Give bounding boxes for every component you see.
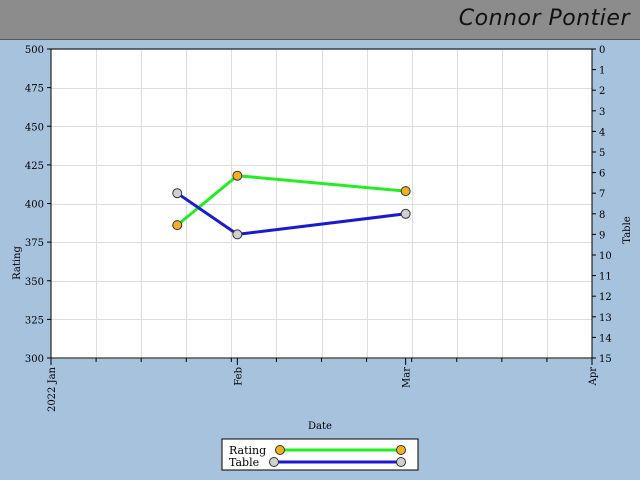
data-point-table: [172, 188, 183, 199]
x-axis-label: Date: [308, 421, 332, 432]
right-tick-label: 10: [599, 251, 612, 262]
legend-marker-0: [396, 445, 406, 455]
player-name: Connor Pontier: [458, 6, 630, 31]
plot-area: [51, 49, 592, 358]
right-tick-label: 9: [599, 230, 605, 241]
x-axis-ticks: 2022 Jan Feb Mar Apr: [47, 358, 599, 412]
data-point-table: [232, 229, 243, 240]
left-tick-label: 425: [25, 161, 44, 172]
x-tick-label: Mar: [402, 367, 413, 388]
x-tick-label: 2022 Jan: [47, 366, 58, 412]
data-point-table: [400, 208, 411, 219]
left-tick-label: 475: [25, 84, 44, 95]
right-tick-label: 5: [599, 148, 605, 159]
left-tick-label: 300: [25, 354, 44, 365]
left-tick-label: 400: [25, 200, 44, 211]
right-tick-label: 4: [599, 127, 605, 138]
data-point-rating: [172, 220, 183, 231]
right-tick-label: 1: [599, 66, 605, 77]
legend-marker-1: [269, 457, 279, 467]
left-tick-label: 350: [25, 277, 44, 288]
header-bar: Connor Pontier: [0, 0, 640, 40]
data-point-rating: [400, 186, 411, 197]
legend-marker-1: [396, 457, 406, 467]
left-tick-label: 500: [25, 45, 44, 56]
right-tick-label: 11: [599, 272, 612, 283]
legend-swatches: [269, 445, 406, 467]
y-axis-left-label: Rating: [12, 246, 23, 280]
right-tick-label: 7: [599, 189, 605, 200]
legend-label-table: Table: [229, 456, 259, 469]
left-axis-ticks: 300 325 350 375 400 425 450 475 500: [25, 45, 51, 365]
y-axis-right-label: Table: [622, 216, 633, 243]
right-tick-label: 14: [599, 333, 612, 344]
legend: Rating Table: [221, 438, 419, 471]
legend-box: [221, 438, 419, 471]
right-tick-label: 0: [599, 45, 605, 56]
legend-label-rating: Rating: [229, 444, 266, 457]
right-tick-label: 8: [599, 210, 605, 221]
left-tick-label: 325: [25, 315, 44, 326]
right-tick-label: 6: [599, 169, 605, 180]
right-tick-label: 13: [599, 313, 612, 324]
series-group: [172, 170, 411, 240]
data-point-rating: [232, 170, 243, 181]
right-tick-label: 12: [599, 292, 612, 303]
grid: [51, 49, 592, 359]
x-tick-label: Feb: [233, 367, 244, 386]
left-tick-label: 375: [25, 238, 44, 249]
right-tick-label: 2: [599, 86, 605, 97]
x-tick-label: Apr: [588, 367, 599, 387]
legend-marker-0: [275, 445, 285, 455]
right-tick-label: 3: [599, 107, 605, 118]
right-tick-label: 15: [599, 354, 612, 365]
left-tick-label: 450: [25, 122, 44, 133]
